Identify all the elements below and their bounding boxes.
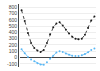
svg-text:100: 100 <box>9 48 18 54</box>
svg-text:-100: -100 <box>7 61 17 67</box>
svg-text:600: 600 <box>9 17 18 23</box>
svg-text:200: 200 <box>9 42 18 48</box>
svg-text:0: 0 <box>14 54 17 60</box>
svg-text:400: 400 <box>9 29 18 35</box>
svg-text:700: 700 <box>9 10 18 16</box>
svg-text:300: 300 <box>9 35 18 41</box>
svg-text:500: 500 <box>9 23 18 29</box>
svg-text:800: 800 <box>9 4 18 10</box>
